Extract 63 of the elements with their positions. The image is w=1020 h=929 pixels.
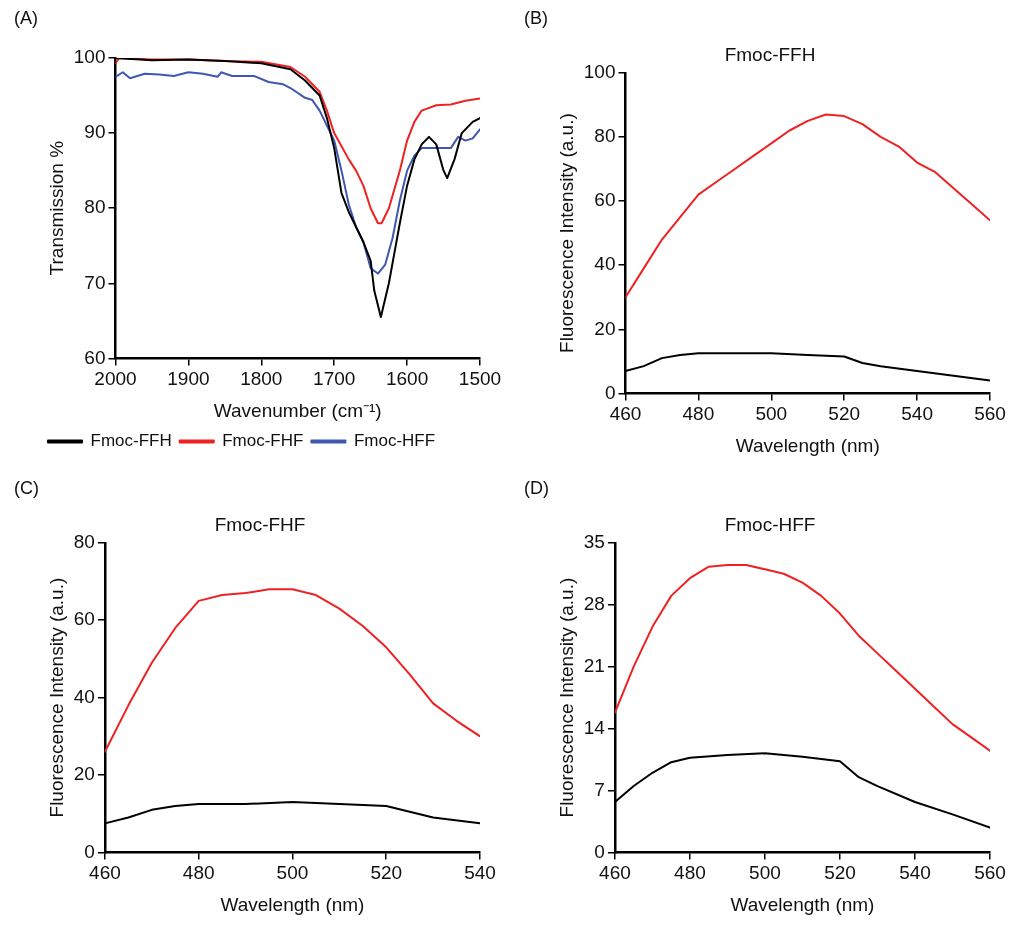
y-tick-label: 100 [73, 46, 106, 68]
x-tick-label: 520 [824, 862, 856, 884]
x-tick-label: 500 [276, 862, 309, 884]
legend-label: Fmoc-HFF [353, 431, 436, 451]
y-tick-label: 100 [583, 61, 616, 83]
text: (D) [524, 478, 549, 499]
x-tick-label: 460 [599, 862, 631, 884]
x-tick-label: 560 [974, 403, 1006, 425]
x-tick-label: 460 [609, 403, 642, 425]
legend-label: Fmoc-FFH [90, 431, 172, 451]
x-tick-label: 2000 [94, 368, 137, 390]
y-tick-label: 60 [594, 189, 616, 211]
x-axis-title: Wavelength (nm) [735, 434, 880, 456]
x-tick-label: 480 [182, 862, 215, 884]
y-axis-title: Fluorescence Intensity (a.u.) [555, 113, 577, 353]
text: (A) [14, 8, 38, 29]
y-tick-label: 7 [594, 778, 605, 800]
y-tick-label: 0 [594, 840, 605, 862]
x-tick-label: 540 [899, 862, 931, 884]
y-tick-label: 40 [73, 685, 95, 707]
chart-title: Fmoc-FHF [214, 513, 306, 535]
y-axis-title: Fluorescence Intensity (a.u.) [45, 577, 67, 818]
y-tick-label: 14 [583, 716, 606, 738]
x-tick-label: 500 [749, 862, 781, 884]
x-tick-label: 1800 [240, 368, 283, 390]
y-tick-label: 70 [84, 271, 106, 293]
x-axis-title: Wavelength (nm) [730, 893, 875, 915]
x-tick-label: 520 [370, 862, 403, 884]
y-tick-label: 20 [73, 763, 95, 785]
y-tick-label: 0 [84, 840, 95, 862]
x-tick-label: 460 [89, 862, 121, 884]
text: (C) [14, 478, 39, 499]
y-tick-label: 60 [73, 608, 95, 630]
y-tick-label: 40 [594, 253, 616, 275]
x-tick-label: 540 [464, 862, 496, 884]
chart-title: Fmoc-FFH [724, 43, 816, 65]
y-axis-title: Transmission % [45, 140, 67, 276]
legend-label: Fmoc-FHF [222, 431, 304, 451]
y-tick-label: 28 [583, 592, 605, 614]
y-tick-label: 90 [84, 121, 106, 143]
x-axis-title: Wavelength (nm) [220, 893, 365, 915]
x-tick-label: 560 [974, 862, 1006, 884]
x-axis-title: Wavenumber (cm⁻¹) [213, 399, 382, 421]
x-tick-label: 480 [674, 862, 706, 884]
x-tick-label: 1600 [385, 368, 429, 390]
y-tick-label: 0 [604, 381, 616, 403]
x-tick-label: 1900 [167, 368, 210, 390]
x-tick-label: 1700 [313, 368, 356, 390]
y-tick-label: 60 [84, 346, 106, 368]
chart-title: Fmoc-HFF [724, 513, 816, 535]
y-tick-label: 80 [84, 196, 106, 218]
x-tick-label: 500 [755, 403, 788, 425]
y-axis-title: Fluorescence Intensity (a.u.) [555, 577, 577, 818]
y-tick-label: 80 [594, 125, 616, 147]
x-tick-label: 540 [901, 403, 933, 425]
y-tick-label: 21 [583, 654, 605, 676]
text: (B) [524, 8, 548, 29]
x-tick-label: 1500 [458, 368, 502, 390]
y-tick-label: 35 [583, 531, 605, 553]
y-tick-label: 80 [73, 531, 95, 553]
y-tick-label: 20 [594, 317, 616, 339]
x-tick-label: 520 [828, 403, 861, 425]
x-tick-label: 480 [682, 403, 715, 425]
